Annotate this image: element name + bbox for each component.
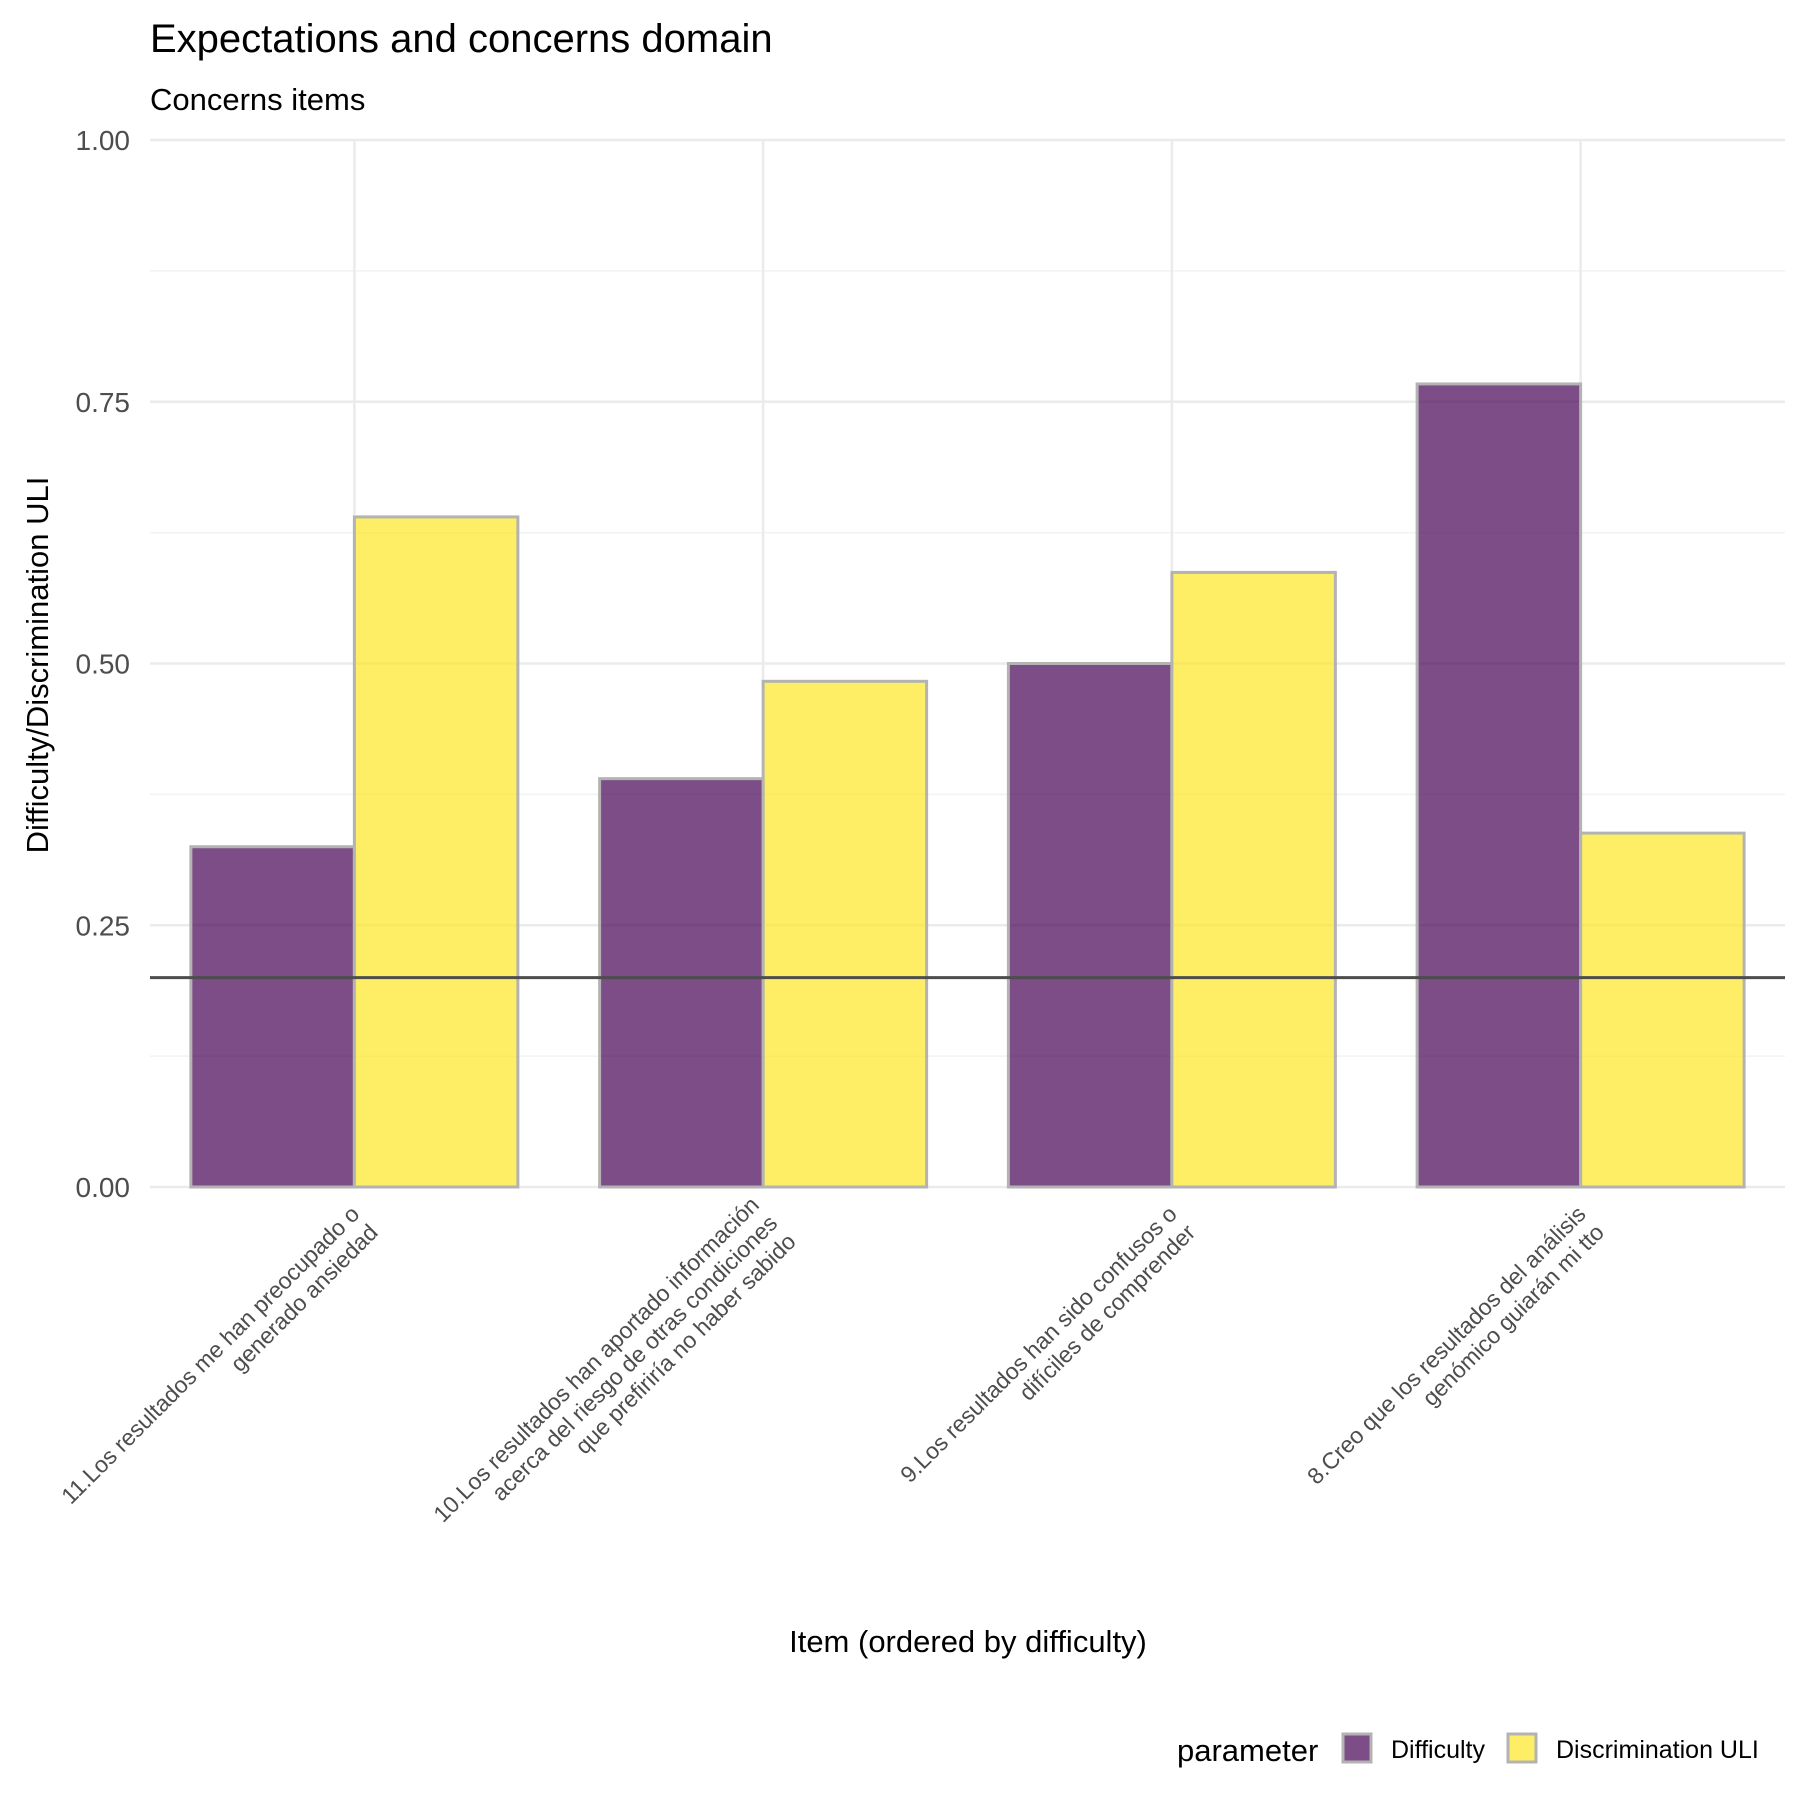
x-tick-label: 8.Creo que los resultados del análisisge… xyxy=(1302,1201,1609,1508)
x-tick-line: difíciles de comprender xyxy=(1014,1219,1201,1406)
x-tick-line: 9.Los resultados han sido confusos o xyxy=(895,1201,1182,1488)
bar-discrimination-3 xyxy=(1579,831,1746,1189)
x-tick-text: 8.Creo que los resultados del análisisge… xyxy=(1302,1201,1609,1508)
bars xyxy=(189,382,1746,1189)
x-tick-text: 9.Los resultados han sido confusos odifí… xyxy=(895,1200,1201,1506)
x-tick-label: 10.Los resultados han aportado informaci… xyxy=(428,1191,801,1564)
bar-difficulty-1 xyxy=(598,777,765,1189)
bar-difficulty-2 xyxy=(1006,662,1174,1189)
bar-discrimination-2 xyxy=(1170,570,1337,1189)
legend-key-1 xyxy=(1506,1732,1538,1764)
y-tick-label: 1.00 xyxy=(76,125,131,156)
x-tick-line: genómico guiarán mi tto xyxy=(1417,1219,1609,1411)
y-axis-title: Difficulty/Discrimination ULI xyxy=(20,477,55,854)
x-tick-line: acerca del riesgo de otras condiciones xyxy=(486,1210,782,1506)
bar-difficulty-3 xyxy=(1415,382,1583,1189)
x-tick-line: 10.Los resultados han aportado informaci… xyxy=(428,1191,764,1527)
y-tick-label: 0.75 xyxy=(76,387,131,418)
bar-discrimination-1 xyxy=(761,679,929,1189)
chart-title: Expectations and concerns domain xyxy=(150,17,773,61)
x-tick-text: 10.Los resultados han aportado informaci… xyxy=(428,1191,801,1564)
y-tick-label: 0.50 xyxy=(76,649,131,680)
legend-label-0: Difficulty xyxy=(1391,1736,1486,1764)
bar-difficulty-0 xyxy=(189,845,356,1189)
bar-discrimination-0 xyxy=(352,515,520,1189)
y-tick-label: 0.00 xyxy=(76,1172,131,1203)
chart-subtitle: Concerns items xyxy=(150,82,365,117)
y-tick-label: 0.25 xyxy=(76,910,131,941)
x-tick-line: 11.Los resultados me han preocupado o xyxy=(56,1201,364,1509)
x-axis-ticks: 11.Los resultados me han preocupado o gen… xyxy=(56,1191,1609,1564)
y-axis-ticks: 0.00 0.25 0.50 0.75 1.00 xyxy=(76,125,131,1203)
legend: parameter Difficulty Discrimination ULI xyxy=(1177,1732,1759,1768)
x-tick-label: 11.Los resultados me han preocupado ogen… xyxy=(56,1201,383,1528)
legend-title: parameter xyxy=(1177,1733,1318,1768)
legend-key-0 xyxy=(1341,1732,1373,1764)
x-tick-label: 9.Los resultados han sido confusos odifí… xyxy=(895,1200,1201,1506)
x-tick-text: 11.Los resultados me han preocupado ogen… xyxy=(56,1201,383,1528)
legend-label-1: Discrimination ULI xyxy=(1556,1736,1759,1764)
x-tick-line: 8.Creo que los resultados del análisis xyxy=(1302,1201,1591,1490)
x-axis-title: Item (ordered by difficulty) xyxy=(789,1624,1147,1659)
